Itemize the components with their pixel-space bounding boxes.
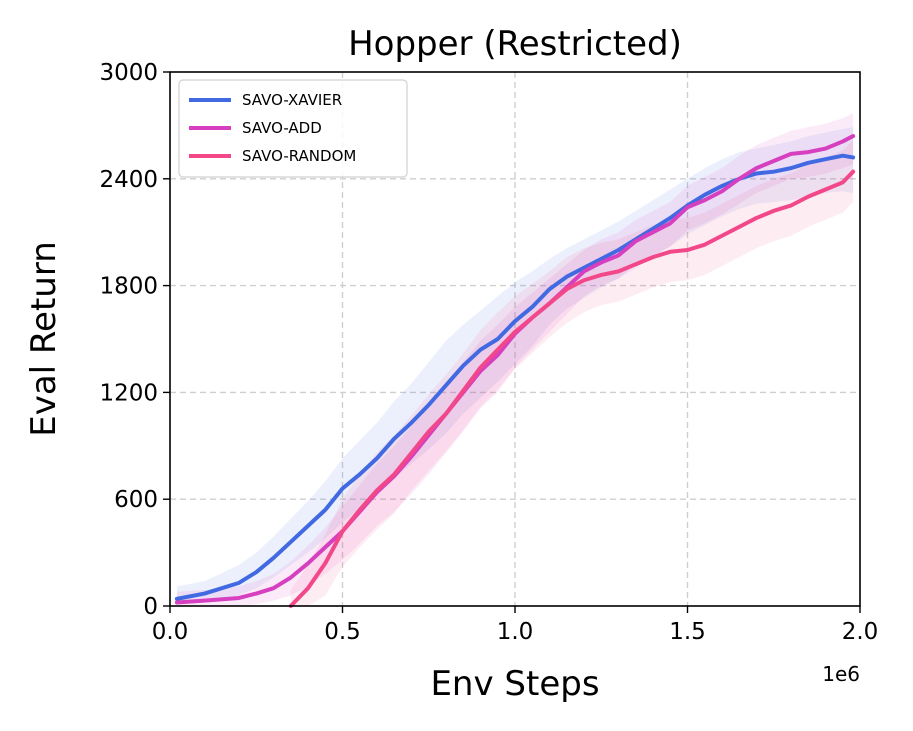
x-tick-label: 2.0	[842, 619, 879, 645]
y-tick-label: 3000	[99, 60, 158, 86]
x-axis-offset-label: 1e6	[822, 662, 860, 686]
x-axis-label: Env Steps	[430, 664, 599, 704]
x-tick-label: 1.5	[669, 619, 706, 645]
y-tick-label: 1200	[99, 380, 158, 406]
y-tick-label: 600	[114, 487, 158, 513]
band-savo-random	[290, 139, 854, 606]
chart-title: Hopper (Restricted)	[348, 24, 682, 64]
legend-label-savo-add: SAVO-ADD	[242, 119, 322, 137]
x-tick-label: 0.5	[324, 619, 361, 645]
line-savo-random	[288, 169, 856, 608]
y-tick-label: 0	[143, 594, 158, 620]
legend: SAVO-XAVIER SAVO-ADD SAVO-RANDOM	[178, 79, 408, 178]
legend-box	[178, 79, 408, 178]
legend-label-savo-random: SAVO-RANDOM	[242, 147, 356, 165]
line-savo-xavier	[174, 153, 856, 601]
series-lines	[174, 134, 856, 608]
x-tick-label: 1.0	[497, 619, 534, 645]
y-axis-label: Eval Return	[24, 241, 64, 437]
y-tick-label: 1800	[99, 274, 158, 300]
grid-lines	[170, 72, 860, 606]
x-tick-label: 0.0	[152, 619, 189, 645]
band-savo-add	[176, 112, 854, 606]
legend-label-savo-xavier: SAVO-XAVIER	[242, 91, 342, 109]
y-tick-label: 2400	[99, 167, 158, 193]
x-axis-ticks: 0.0 0.5 1.0 1.5 2.0	[152, 606, 879, 645]
y-axis-ticks: 0 600 1200 1800 2400 3000	[99, 60, 170, 620]
